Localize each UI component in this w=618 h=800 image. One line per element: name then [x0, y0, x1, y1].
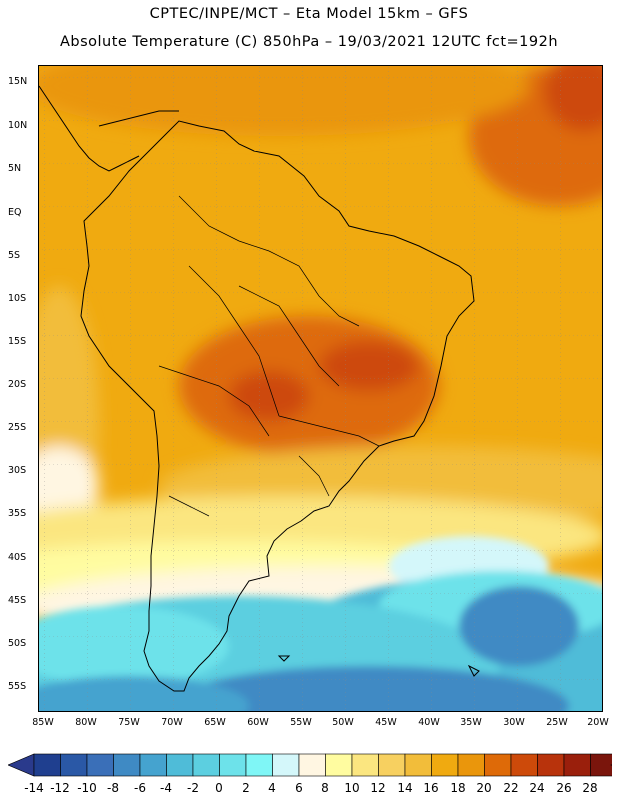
colorbar-label: 26 [556, 781, 572, 795]
central-america-coastline [39, 85, 140, 172]
lat-label: 5N [8, 163, 22, 174]
colorbar-cell [431, 753, 459, 777]
colorbar-cell [351, 753, 379, 777]
country-borders [158, 195, 380, 517]
colorbar-label: -2 [187, 781, 199, 795]
colorbar-label: -12 [50, 781, 70, 795]
lat-label: 45S [8, 595, 27, 606]
lon-label: 25W [546, 717, 568, 728]
temperature-field [39, 66, 602, 711]
caribbean-coastline [98, 110, 179, 127]
colorbar-cell [510, 753, 538, 777]
colorbar-cell [590, 753, 612, 777]
colorbar-label: 6 [295, 781, 303, 795]
colorbar-cell [219, 753, 247, 777]
map-title-line2: Absolute Temperature (C) 850hPa – 19/03/… [59, 34, 559, 50]
lon-label: 55W [290, 717, 312, 728]
colorbar-cell [272, 753, 300, 777]
lat-label: 40S [8, 552, 27, 563]
colorbar-cell [192, 753, 220, 777]
lon-label: 50W [332, 717, 354, 728]
lon-label: 80W [75, 717, 97, 728]
colorbar-label: 4 [268, 781, 276, 795]
colorbar-label: 2 [242, 781, 250, 795]
colorbar-cell [298, 753, 326, 777]
colorbar-cell [378, 753, 406, 777]
lon-label: 45W [375, 717, 397, 728]
lat-label: 50S [8, 638, 27, 649]
lat-label: 35S [8, 508, 27, 519]
lon-label: 85W [32, 717, 54, 728]
lon-label: 65W [204, 717, 226, 728]
colorbar-cell [166, 753, 194, 777]
colorbar-cell [404, 753, 432, 777]
colorbar-label: 28 [582, 781, 598, 795]
lat-label: 15N [8, 76, 28, 87]
colorbar-cell [33, 753, 61, 777]
colorbar-cell [113, 753, 141, 777]
lon-label: 60W [247, 717, 269, 728]
colorbar-cell [484, 753, 512, 777]
lat-label: 55S [8, 681, 27, 692]
colorbar-label: -8 [107, 781, 119, 795]
colorbar-label: 8 [321, 781, 329, 795]
colorbar-cell [60, 753, 88, 777]
colorbar-label: 12 [370, 781, 386, 795]
temperature-map [38, 65, 603, 712]
colorbar-cell [86, 753, 114, 777]
lat-label: 5S [8, 250, 21, 261]
lat-label: 25S [8, 422, 27, 433]
colorbar-label: 24 [529, 781, 545, 795]
colorbar-label: -14 [24, 781, 44, 795]
lon-label: 20W [587, 717, 609, 728]
colorbar-label: -10 [77, 781, 97, 795]
colorbar-cell [537, 753, 565, 777]
colorbar-cell [457, 753, 485, 777]
islands [277, 655, 480, 677]
colorbar-label: -6 [134, 781, 146, 795]
colorbar-label: 18 [450, 781, 466, 795]
colorbar-label: 14 [397, 781, 413, 795]
lat-label: 15S [8, 336, 27, 347]
colorbar-label: 16 [423, 781, 439, 795]
colorbar-label: 0 [215, 781, 223, 795]
lon-label: 75W [118, 717, 140, 728]
south-america-coastline [80, 120, 475, 692]
colorbar-label: 10 [344, 781, 360, 795]
lat-label: 30S [8, 465, 27, 476]
lat-label: 10S [8, 293, 27, 304]
colorbar-underflow-arrow [8, 753, 35, 777]
map-title-line1: CPTEC/INPE/MCT – Eta Model 15km – GFS [149, 6, 469, 22]
colorbar-label: -4 [160, 781, 172, 795]
coastlines [39, 85, 480, 692]
lon-label: 70W [161, 717, 183, 728]
lon-label: 30W [503, 717, 525, 728]
colorbar-overflow-arrow [610, 764, 612, 766]
colorbar-cell [139, 753, 167, 777]
colorbar-label: 22 [503, 781, 519, 795]
lon-label: 40W [418, 717, 440, 728]
colorbar-cell [325, 753, 353, 777]
colorbar-label: 20 [476, 781, 492, 795]
lat-label: EQ [8, 207, 22, 218]
lon-label: 35W [460, 717, 482, 728]
lat-label: 20S [8, 379, 27, 390]
colorbar-cell [245, 753, 273, 777]
colorbar [8, 753, 612, 777]
lat-lon-grid [39, 66, 602, 711]
colorbar-cell [563, 753, 591, 777]
lat-label: 10N [8, 120, 28, 131]
